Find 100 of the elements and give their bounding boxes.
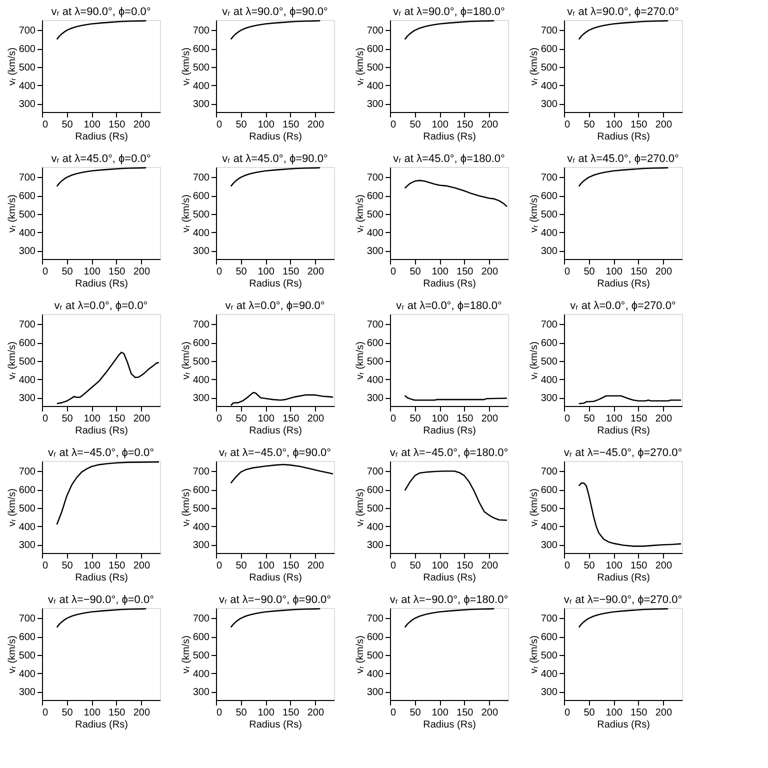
line-series (404, 180, 508, 208)
x-tick-label: 0 (216, 708, 222, 718)
x-tick-label: 50 (62, 708, 74, 718)
x-tick-label: 50 (410, 560, 422, 572)
x-axis-title: Radius (Rs) (423, 720, 476, 730)
x-tick-label: 50 (410, 414, 422, 424)
y-tick-label: 700 (192, 320, 210, 331)
x-tick-label: 150 (630, 414, 648, 424)
x-tick-label: 200 (133, 414, 150, 424)
y-tick-label: 300 (540, 540, 558, 552)
x-axis-title: Radius (Rs) (249, 572, 302, 584)
x-tick-label: 0 (42, 266, 48, 278)
x-tick-label: 50 (584, 560, 596, 572)
x-tick-label: 100 (432, 414, 449, 424)
x-axis-title: Radius (Rs) (249, 720, 302, 730)
y-tick-label: 700 (18, 172, 36, 184)
y-tick-label: 300 (192, 393, 210, 404)
y-tick-label: 600 (18, 338, 36, 350)
y-axis-title: vᵣ (km/s) (354, 488, 366, 526)
y-tick-label: 700 (366, 466, 384, 478)
y-tick-label: 500 (192, 650, 210, 662)
x-axis-title: Radius (Rs) (75, 132, 128, 142)
x-tick-label: 0 (216, 560, 222, 572)
y-tick-label: 600 (18, 485, 36, 496)
y-tick-label: 500 (366, 62, 384, 74)
y-tick-label: 400 (366, 228, 384, 239)
x-tick-label: 200 (481, 414, 498, 424)
chart-title: vᵣ at λ=45.0°, ϕ=90.0° (222, 153, 328, 165)
x-axis-title: Radius (Rs) (597, 278, 650, 290)
x-tick-label: 50 (236, 266, 248, 278)
y-axis-title: vᵣ (km/s) (528, 342, 540, 380)
y-tick-label: 600 (18, 191, 36, 202)
x-axis-title: Radius (Rs) (423, 132, 476, 142)
chart-title: vᵣ at λ=−90.0°, ϕ=270.0° (564, 594, 682, 606)
x-axis-title: Radius (Rs) (75, 426, 128, 436)
y-tick-label: 400 (540, 522, 558, 533)
chart-title: vᵣ at λ=90.0°, ϕ=180.0° (393, 6, 505, 18)
y-tick-label: 500 (192, 62, 210, 74)
x-tick-label: 50 (584, 266, 596, 278)
x-tick-label: 150 (630, 120, 648, 130)
line-series (578, 608, 669, 628)
y-tick-label: 300 (192, 687, 210, 698)
y-tick-label: 400 (540, 80, 558, 92)
y-tick-label: 400 (540, 374, 558, 386)
x-tick-label: 0 (564, 120, 570, 130)
x-axis-title: Radius (Rs) (597, 720, 650, 730)
x-tick-label: 50 (584, 414, 596, 424)
x-tick-label: 50 (584, 708, 596, 718)
y-tick-label: 700 (18, 466, 36, 478)
line-series (578, 395, 682, 404)
x-tick-label: 50 (584, 120, 596, 130)
x-tick-label: 0 (390, 266, 396, 278)
chart-title: vᵣ at λ=90.0°, ϕ=0.0° (51, 6, 151, 18)
x-tick-label: 200 (133, 560, 150, 572)
x-tick-label: 50 (62, 120, 74, 130)
x-tick-label: 50 (410, 266, 422, 278)
y-axis-title: vᵣ (km/s) (180, 194, 192, 232)
x-tick-label: 150 (456, 708, 474, 718)
y-tick-label: 700 (540, 26, 558, 37)
x-tick-label: 100 (84, 266, 101, 278)
y-tick-label: 400 (540, 668, 558, 680)
y-tick-label: 700 (192, 172, 210, 184)
x-tick-label: 150 (282, 120, 300, 130)
x-tick-label: 0 (216, 266, 222, 278)
x-tick-label: 100 (432, 708, 449, 718)
y-tick-label: 600 (366, 632, 384, 644)
line-series (56, 167, 147, 187)
y-tick-label: 500 (366, 356, 384, 368)
x-axis-title: Radius (Rs) (75, 278, 128, 290)
y-axis-title: vᵣ (km/s) (180, 488, 192, 526)
x-tick-label: 200 (655, 266, 672, 278)
x-tick-label: 100 (258, 120, 275, 130)
x-tick-label: 100 (432, 120, 449, 130)
chart-title: vᵣ at λ=90.0°, ϕ=90.0° (222, 6, 328, 18)
x-tick-label: 200 (307, 708, 324, 718)
y-tick-label: 400 (366, 374, 384, 386)
x-tick-label: 100 (84, 708, 101, 718)
chart-title: vᵣ at λ=−90.0°, ϕ=180.0° (390, 594, 508, 606)
x-tick-label: 50 (62, 266, 74, 278)
y-tick-label: 500 (18, 62, 36, 74)
y-axis-title: vᵣ (km/s) (528, 488, 540, 526)
x-tick-label: 0 (564, 708, 570, 718)
y-tick-label: 300 (366, 246, 384, 258)
x-tick-label: 150 (456, 266, 474, 278)
y-tick-label: 400 (540, 228, 558, 239)
x-tick-label: 0 (42, 708, 48, 718)
x-tick-label: 200 (307, 560, 324, 572)
y-tick-label: 500 (18, 209, 36, 220)
chart-title: vᵣ at λ=45.0°, ϕ=0.0° (51, 153, 151, 165)
y-tick-label: 500 (18, 356, 36, 368)
line-series (56, 20, 147, 40)
chart-title: vᵣ at λ=0.0°, ϕ=270.0° (570, 300, 676, 312)
x-axis-title: Radius (Rs) (597, 132, 650, 142)
x-tick-label: 200 (481, 708, 498, 718)
x-tick-label: 0 (42, 560, 48, 572)
x-axis-title: Radius (Rs) (597, 572, 650, 584)
y-tick-label: 500 (192, 356, 210, 368)
x-tick-label: 100 (606, 414, 623, 424)
x-tick-label: 100 (258, 266, 275, 278)
y-tick-label: 300 (366, 540, 384, 552)
